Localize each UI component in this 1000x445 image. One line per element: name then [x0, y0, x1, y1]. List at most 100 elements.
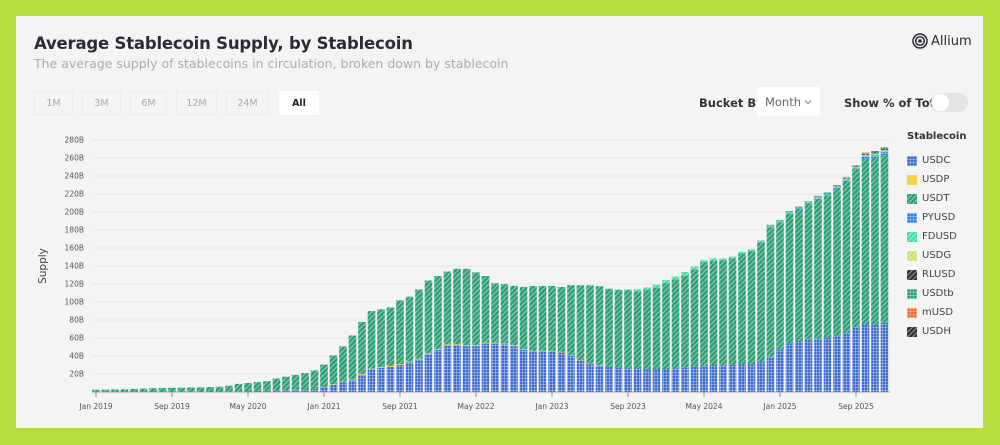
- bar-usdtb[interactable]: [842, 176, 851, 178]
- range-24m-button[interactable]: 24M: [226, 91, 269, 115]
- bar-usdc[interactable]: [377, 367, 385, 392]
- bar-usdt[interactable]: [624, 290, 632, 369]
- bar-usdp[interactable]: [443, 344, 452, 346]
- bar-rlusd[interactable]: [833, 185, 841, 187]
- bar-fdusd[interactable]: [861, 155, 870, 157]
- bar-usdt[interactable]: [700, 262, 708, 366]
- bar-pyusd[interactable]: [823, 194, 832, 196]
- bar-usdt[interactable]: [377, 309, 385, 367]
- bar-usdt[interactable]: [396, 300, 404, 365]
- bar-usdt[interactable]: [795, 209, 803, 341]
- bar-usdt[interactable]: [405, 296, 414, 362]
- bar-pyusd[interactable]: [880, 152, 889, 156]
- bar-usdp[interactable]: [339, 381, 347, 383]
- bar-usdt[interactable]: [263, 381, 271, 391]
- bar-fdusd[interactable]: [814, 196, 822, 198]
- bar-usdc[interactable]: [567, 356, 575, 392]
- range-1m-button[interactable]: 1M: [34, 91, 73, 115]
- bar-usdt[interactable]: [272, 378, 281, 391]
- range-12m-button[interactable]: 12M: [176, 91, 217, 115]
- bar-usdt[interactable]: [747, 251, 756, 365]
- bar-usdc[interactable]: [310, 388, 319, 392]
- bar-pyusd[interactable]: [795, 208, 803, 210]
- bar-usdc[interactable]: [776, 349, 784, 392]
- bar-fdusd[interactable]: [776, 220, 784, 222]
- bar-usdp[interactable]: [576, 359, 585, 361]
- bar-pyusd[interactable]: [842, 179, 851, 181]
- bar-usdt[interactable]: [415, 289, 423, 359]
- bar-usdt[interactable]: [500, 284, 509, 344]
- bar-usdc[interactable]: [405, 362, 414, 392]
- bar-fdusd[interactable]: [747, 249, 756, 252]
- bar-usdc[interactable]: [614, 367, 623, 392]
- bar-fdusd[interactable]: [842, 178, 851, 180]
- bar-usdt[interactable]: [491, 283, 499, 343]
- bar-fdusd[interactable]: [690, 266, 699, 270]
- legend-item-rlusd[interactable]: RLUSD: [907, 265, 957, 284]
- bar-usdt[interactable]: [367, 311, 376, 369]
- bar-usdt[interactable]: [453, 268, 461, 345]
- bar-fdusd[interactable]: [700, 260, 708, 263]
- bar-usdp[interactable]: [377, 366, 385, 368]
- bar-usdp[interactable]: [557, 351, 566, 353]
- bar-rlusd[interactable]: [880, 149, 889, 151]
- bar-fdusd[interactable]: [880, 151, 889, 153]
- bar-pyusd[interactable]: [852, 168, 860, 170]
- bar-usdc[interactable]: [358, 374, 366, 392]
- bar-usdt[interactable]: [158, 387, 167, 392]
- bar-usdt[interactable]: [605, 288, 613, 367]
- bar-usdt[interactable]: [510, 285, 518, 346]
- bar-fdusd[interactable]: [671, 276, 680, 280]
- bar-usdt[interactable]: [519, 286, 528, 349]
- bar-usdc[interactable]: [415, 359, 423, 392]
- bar-usdtb[interactable]: [880, 147, 889, 150]
- bar-usdc[interactable]: [481, 343, 490, 392]
- bar-usdt[interactable]: [833, 188, 841, 337]
- bar-pyusd[interactable]: [747, 251, 756, 252]
- bar-usdt[interactable]: [282, 376, 290, 391]
- bar-usdp[interactable]: [348, 379, 357, 381]
- bar-usdp[interactable]: [548, 350, 556, 352]
- bar-usdt[interactable]: [652, 287, 661, 370]
- bar-rlusd[interactable]: [861, 154, 870, 155]
- bar-pyusd[interactable]: [785, 212, 794, 214]
- bar-usdc[interactable]: [823, 338, 832, 392]
- bar-usdc[interactable]: [709, 365, 718, 392]
- bar-usdt[interactable]: [339, 346, 347, 382]
- bar-usdp[interactable]: [434, 348, 442, 350]
- bar-usdc[interactable]: [595, 365, 604, 392]
- bar-usdc[interactable]: [719, 365, 727, 392]
- bar-usdt[interactable]: [253, 382, 262, 391]
- bar-usdt[interactable]: [424, 280, 433, 354]
- bar-usdtb[interactable]: [823, 192, 832, 193]
- bar-usdc[interactable]: [339, 382, 347, 392]
- bar-usdt[interactable]: [358, 321, 366, 375]
- bar-usdc[interactable]: [586, 364, 594, 392]
- bar-usdt[interactable]: [462, 268, 471, 346]
- bar-fdusd[interactable]: [804, 201, 813, 204]
- bar-usdt[interactable]: [719, 260, 727, 366]
- bar-usdp[interactable]: [367, 368, 376, 370]
- bar-usdt[interactable]: [348, 335, 357, 380]
- legend-item-musd[interactable]: mUSD: [907, 303, 957, 322]
- bar-usdp[interactable]: [529, 350, 537, 352]
- bar-usdp[interactable]: [500, 343, 509, 345]
- bar-usdg[interactable]: [852, 166, 860, 168]
- bar-usdc[interactable]: [833, 336, 841, 392]
- bar-usdt[interactable]: [225, 385, 233, 392]
- bar-usdg[interactable]: [871, 153, 879, 155]
- bar-fdusd[interactable]: [652, 284, 661, 288]
- bar-fdusd[interactable]: [738, 251, 746, 254]
- legend-item-usdtb[interactable]: USDtb: [907, 284, 957, 303]
- bar-usdc[interactable]: [747, 364, 756, 392]
- bar-rlusd[interactable]: [852, 166, 860, 167]
- bar-usdc[interactable]: [605, 366, 613, 392]
- bar-usdc[interactable]: [272, 390, 281, 392]
- legend-item-usdg[interactable]: USDG: [907, 246, 957, 265]
- bar-usdtb[interactable]: [852, 165, 860, 167]
- bar-usdc[interactable]: [690, 366, 699, 392]
- bar-fdusd[interactable]: [624, 289, 632, 291]
- bar-usdc[interactable]: [386, 366, 395, 392]
- bar-usdc[interactable]: [557, 352, 566, 392]
- bar-usdc[interactable]: [291, 389, 300, 392]
